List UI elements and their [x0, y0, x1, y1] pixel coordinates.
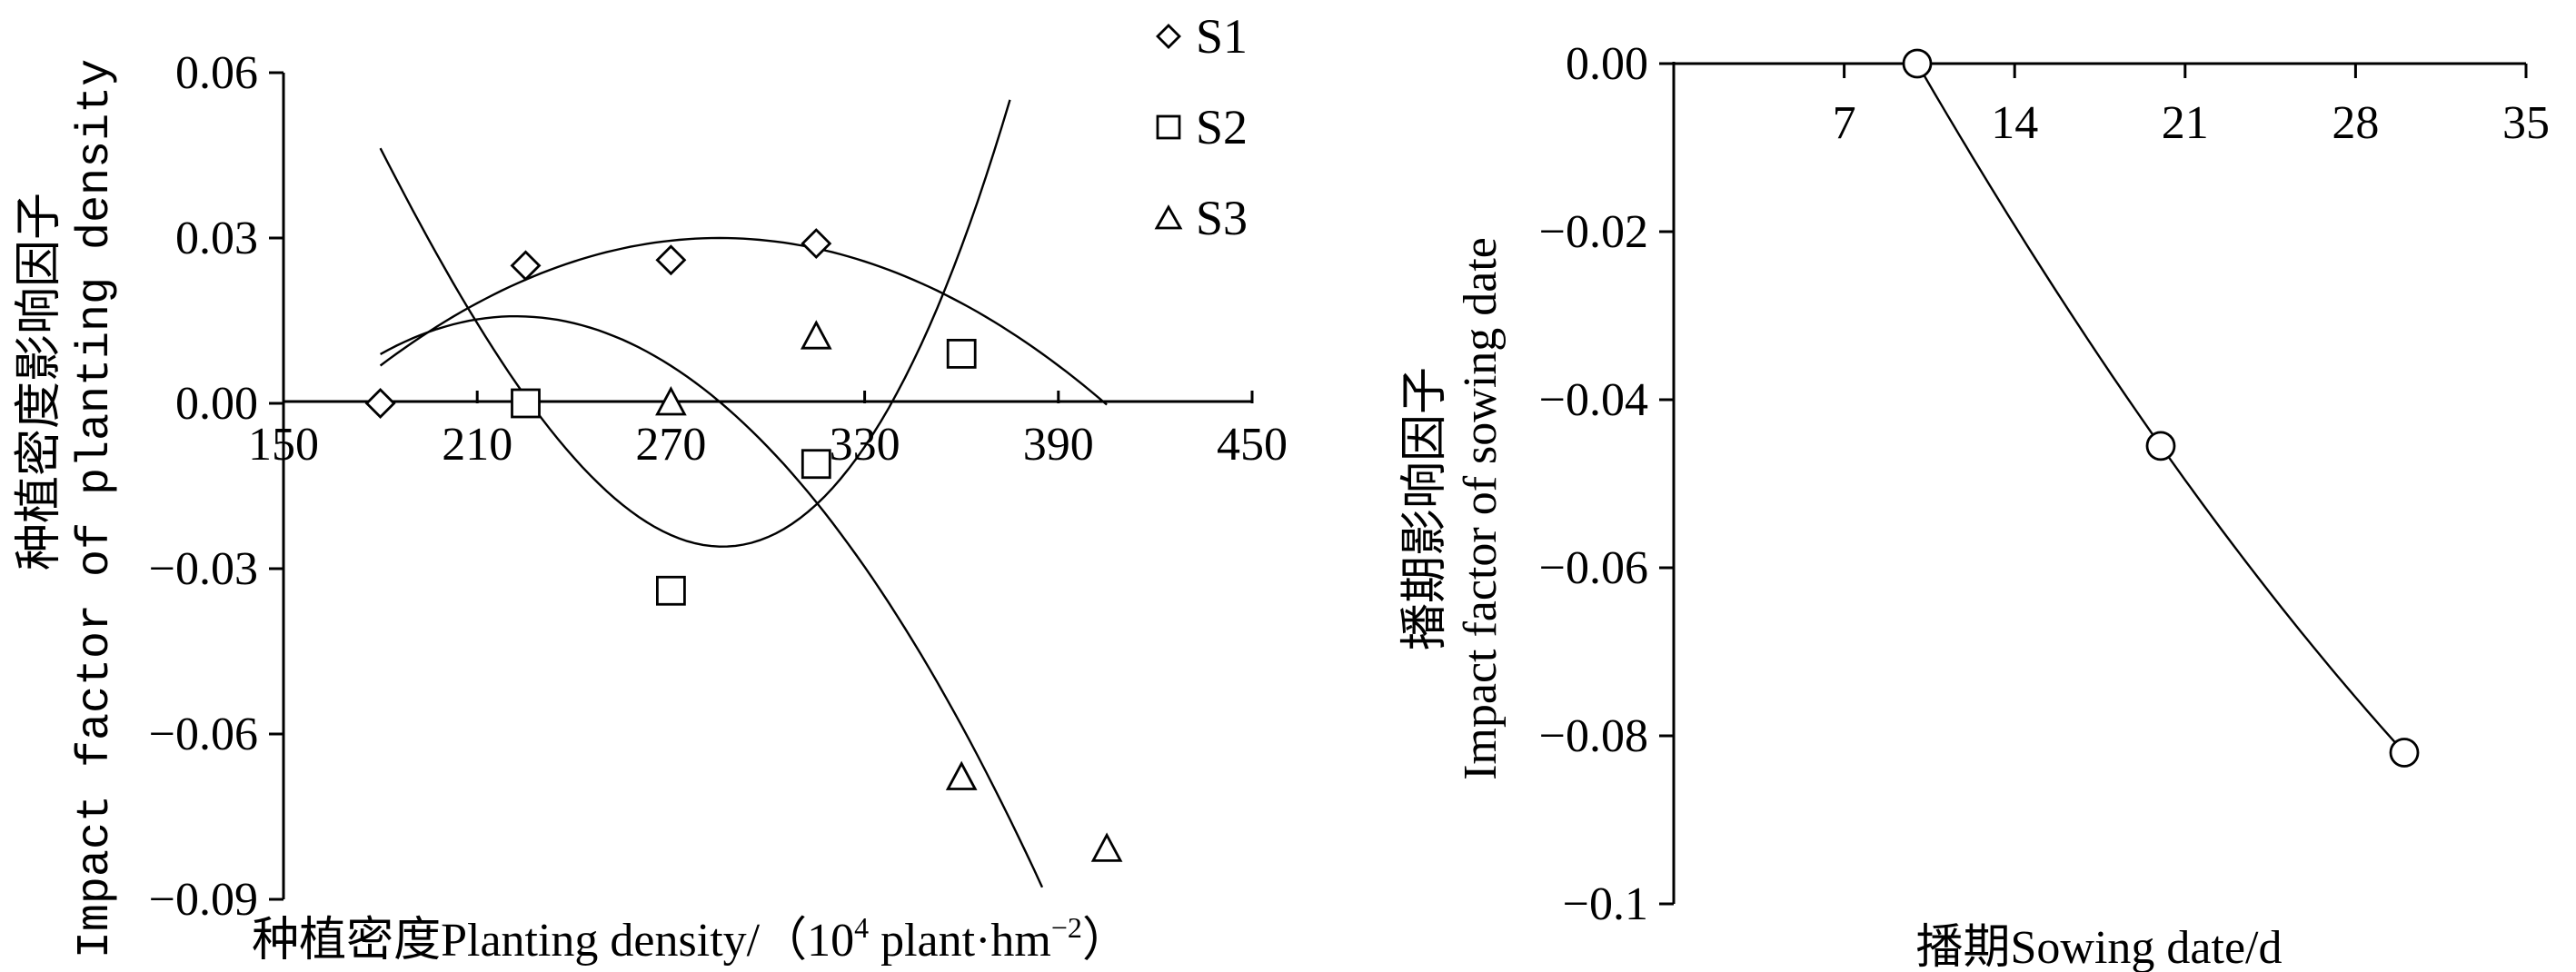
right-xlabel-cn: 播期 [1916, 922, 2011, 972]
right-y-tick-label: −0.06 [1539, 542, 1648, 594]
left-x-tick-label: 450 [1217, 419, 1288, 471]
right-data-points [1902, 48, 2420, 768]
left-y-tick-label: 0.00 [175, 378, 258, 430]
legend-s1-diamond-icon [1156, 24, 1181, 49]
legend: S1 S2 S3 [1154, 9, 1248, 245]
point-s2 [656, 575, 686, 606]
left-y-tick-label: −0.09 [149, 874, 258, 926]
left-fit-curves [379, 99, 1108, 888]
point-sowing-date [2145, 431, 2176, 461]
left-xlabel-sup2: −2 [1051, 911, 1082, 944]
point-s3 [655, 386, 687, 416]
right-x-tick-label: 7 [1833, 97, 1856, 149]
right-x-tick-label: 14 [1991, 97, 2038, 149]
left-data-points [364, 228, 1123, 862]
point-s3 [1090, 832, 1123, 862]
right-xlabel: 播期Sowing date/d [1916, 922, 2283, 972]
legend-s2-square-icon [1156, 114, 1181, 140]
point-s2 [801, 449, 831, 480]
sowing-date-line [1915, 63, 2405, 754]
fit-curve-s1 [379, 236, 1108, 406]
left-y-tick-label: −0.03 [149, 543, 258, 595]
left-y-tick-label: −0.06 [149, 709, 258, 760]
left-x-tick-label: 150 [248, 419, 319, 471]
point-s2 [946, 338, 977, 369]
left-ylabel-en: Impact factor of planting density [70, 59, 122, 958]
point-s3 [800, 320, 832, 350]
left-xlabel-cn: 种植密度 [252, 915, 441, 967]
left-y-tick-label: 0.06 [175, 47, 258, 99]
sowing-date-chart: 0.00 −0.02 −0.04 −0.06 −0.08 −0.1 7 14 21 28 35 播期… [1399, 38, 2550, 972]
right-ticks: 0.00 −0.02 −0.04 −0.06 −0.08 −0.1 7 14 21 28 35 [1539, 38, 2550, 930]
point-s1 [510, 250, 542, 282]
right-x-tick-label: 28 [2332, 97, 2379, 149]
left-x-tick-label: 270 [635, 419, 706, 471]
right-xlabel-en: Sowing date/d [2011, 922, 2283, 972]
legend-s3-triangle-icon [1154, 204, 1183, 230]
left-x-tick-label: 210 [442, 419, 512, 471]
right-y-tick-label: −0.1 [1563, 878, 1648, 930]
point-sowing-date [1902, 48, 1933, 79]
left-ticks: 0.06 0.03 0.00 −0.03 −0.06 −0.09 150 210 270 330 3… [149, 47, 1288, 926]
legend-s1-label: S1 [1196, 9, 1248, 64]
right-y-tick-label: −0.02 [1539, 206, 1648, 258]
legend-s3-label: S3 [1196, 191, 1248, 245]
right-y-tick-label: −0.08 [1539, 710, 1648, 762]
left-xlabel-mid: plant·hm [869, 915, 1051, 967]
fit-curve-s3 [380, 315, 1044, 888]
left-ylabel-cn: 种植密度影响因子 [14, 193, 65, 570]
right-y-tick-label: 0.00 [1566, 38, 1648, 90]
right-ylabel-en: Impact factor of sowing date [1455, 237, 1507, 780]
left-xlabel-end: ） [1082, 915, 1129, 967]
legend-s2-label: S2 [1196, 100, 1248, 154]
left-xlabel: 种植密度Planting density/（104 plant·hm−2） [252, 911, 1129, 967]
point-s1 [655, 244, 687, 276]
left-y-tick-label: 0.03 [175, 213, 258, 264]
left-xlabel-sup: 4 [854, 911, 869, 944]
right-x-tick-label: 21 [2162, 97, 2209, 149]
right-ylabel-cn: 播期影响因子 [1399, 367, 1451, 650]
planting-density-chart: 0.06 0.03 0.00 −0.03 −0.06 −0.09 150 210 270 330 3… [14, 9, 1288, 967]
left-x-tick-label: 330 [830, 419, 900, 471]
left-xlabel-en: Planting density/（10 [441, 915, 854, 967]
point-sowing-date [2389, 738, 2420, 768]
point-s2 [511, 388, 541, 419]
right-y-tick-label: −0.04 [1539, 374, 1648, 426]
right-x-tick-label: 35 [2502, 97, 2550, 149]
left-x-tick-label: 390 [1023, 419, 1094, 471]
fit-curve-s2 [379, 99, 1011, 548]
point-s1 [801, 228, 832, 260]
point-s3 [945, 760, 978, 790]
point-s1 [364, 388, 396, 419]
right-series-line [1915, 63, 2405, 754]
